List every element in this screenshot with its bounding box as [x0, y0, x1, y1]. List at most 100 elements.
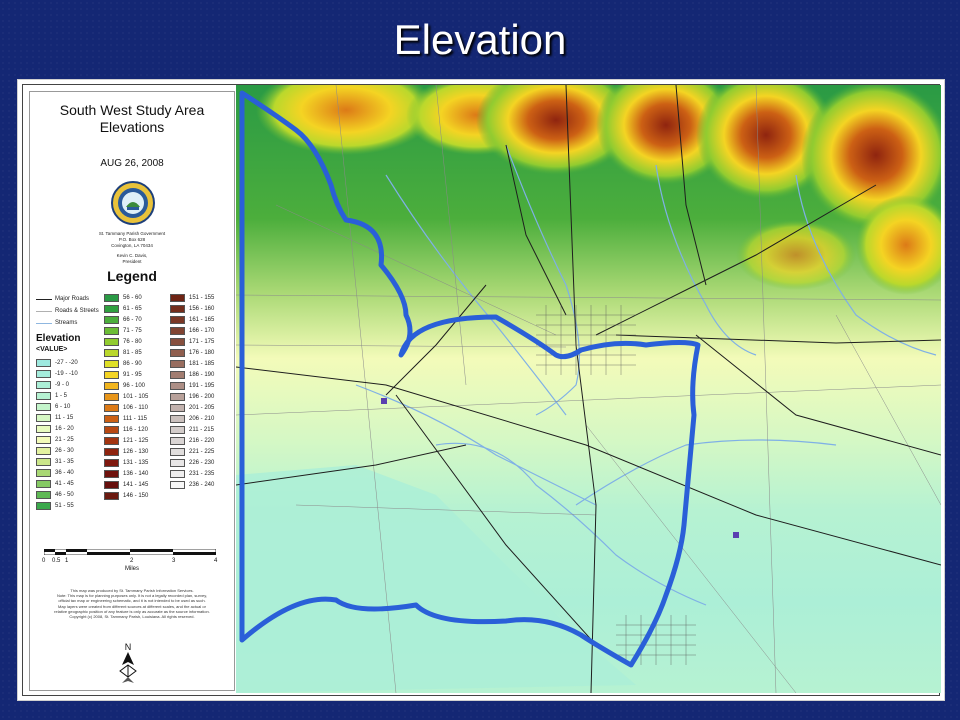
- elevation-class-item: 116 - 120: [104, 424, 148, 435]
- elevation-class-item: 111 - 115: [104, 413, 148, 424]
- elevation-class-label: 221 - 225: [189, 448, 215, 455]
- color-swatch: [170, 381, 185, 390]
- line-legend-label: Roads & Streets: [55, 308, 99, 314]
- elevation-class-label: 211 - 215: [189, 426, 214, 433]
- elevation-class-label: 201 - 205: [189, 404, 215, 411]
- color-swatch: [170, 425, 185, 434]
- disclaimer-line: official tax map or engineering schemati…: [58, 598, 206, 604]
- color-swatch: [104, 480, 119, 489]
- line-symbols-legend: Major Roads Roads & Streets Streams: [36, 293, 99, 329]
- elevation-class-item: 86 - 90: [104, 358, 148, 369]
- elevation-class-label: 16 - 20: [55, 425, 74, 432]
- elevation-class-label: 181 - 185: [189, 360, 215, 367]
- elevation-class-item: 61 - 65: [104, 303, 148, 314]
- elevation-class-item: 141 - 145: [104, 479, 148, 490]
- elevation-class-label: 121 - 125: [123, 437, 149, 444]
- color-swatch: [104, 315, 119, 324]
- elevation-class-item: 76 - 80: [104, 336, 148, 347]
- color-swatch: [170, 359, 185, 368]
- line-legend-item: Roads & Streets: [36, 305, 99, 317]
- color-swatch: [104, 403, 119, 412]
- color-swatch: [104, 304, 119, 313]
- elevation-class-label: 106 - 110: [123, 404, 148, 411]
- color-swatch: [170, 414, 185, 423]
- color-swatch: [36, 468, 51, 477]
- north-arrow-icon: N: [119, 642, 137, 683]
- color-swatch: [36, 457, 51, 466]
- elevation-class-item: 46 - 50: [36, 489, 78, 500]
- color-swatch: [104, 381, 119, 390]
- color-swatch: [104, 359, 119, 368]
- elevation-class-label: 76 - 80: [123, 338, 142, 345]
- elevation-class-label: 91 - 95: [123, 371, 142, 378]
- elevation-class-item: 81 - 85: [104, 347, 148, 358]
- elevation-class-item: 161 - 165: [170, 314, 214, 325]
- color-swatch: [170, 370, 185, 379]
- color-swatch: [36, 380, 51, 389]
- elevation-class-label: -9 - 0: [55, 381, 70, 388]
- color-swatch: [36, 490, 51, 499]
- elevation-class-item: 6 - 10: [36, 401, 78, 412]
- elevation-class-item: 66 - 70: [104, 314, 148, 325]
- elevation-classes-col3: 151 - 155 156 - 160 161 - 165 166 - 170 171 …: [170, 292, 214, 490]
- elevation-class-item: 56 - 60: [104, 292, 148, 303]
- legend-panel: South West Study Area Elevations AUG 26,…: [29, 91, 235, 691]
- elevation-class-label: 141 - 145: [123, 481, 149, 488]
- color-swatch: [104, 436, 119, 445]
- map-title-line1: South West Study Area: [59, 102, 205, 118]
- elevation-class-item: -27 - -20: [36, 357, 78, 368]
- color-swatch: [36, 369, 51, 378]
- elevation-class-label: -19 - -10: [55, 370, 78, 377]
- elevation-class-label: 186 - 190: [189, 371, 215, 378]
- elevation-class-item: 171 - 175: [170, 336, 214, 347]
- elevation-class-item: 126 - 130: [104, 446, 148, 457]
- study-area-boundary: [239, 90, 701, 668]
- interchange-marker: [733, 532, 739, 538]
- elevation-class-label: 86 - 90: [123, 360, 142, 367]
- elevation-class-label: 131 - 135: [123, 459, 149, 466]
- color-swatch: [170, 480, 185, 489]
- scale-tick-label: 1: [65, 558, 69, 564]
- elevation-class-item: 101 - 105: [104, 391, 148, 402]
- map-title-line2: Elevations: [99, 119, 165, 135]
- elevation-class-label: 71 - 75: [123, 327, 142, 334]
- elevation-class-label: 151 - 155: [189, 294, 215, 301]
- color-swatch: [104, 337, 119, 346]
- elevation-class-item: 201 - 205: [170, 402, 214, 413]
- elevation-class-item: 36 - 40: [36, 467, 78, 478]
- elevation-class-item: 206 - 210: [170, 413, 214, 424]
- color-swatch: [170, 469, 185, 478]
- elevation-class-item: 166 - 170: [170, 325, 214, 336]
- elevation-class-label: 156 - 160: [189, 305, 215, 312]
- color-swatch: [170, 293, 185, 302]
- disclaimer-line: relative geographic position of any feat…: [54, 608, 210, 614]
- color-swatch: [170, 337, 185, 346]
- elevation-class-item: 16 - 20: [36, 423, 78, 434]
- map-frame: South West Study Area Elevations AUG 26,…: [17, 79, 945, 701]
- scale-tick-label: 4: [214, 558, 218, 564]
- elevation-class-label: 41 - 45: [55, 480, 74, 487]
- address-line: Kevin C. Davis,: [116, 253, 148, 258]
- color-swatch: [104, 414, 119, 423]
- elevation-heading: Elevation: [36, 333, 81, 344]
- color-swatch: [36, 402, 51, 411]
- elevation-class-label: 166 - 170: [189, 327, 215, 334]
- disclaimer: This map was produced by St. Tammany Par…: [40, 588, 224, 619]
- elevation-classes-col2: 56 - 60 61 - 65 66 - 70 71 - 75 76 - 80 81 - …: [104, 292, 148, 501]
- color-swatch: [36, 413, 51, 422]
- line-symbol: [36, 298, 52, 300]
- disclaimer-line: This map was produced by St. Tammany Par…: [70, 588, 194, 593]
- color-swatch: [170, 315, 185, 324]
- elevation-class-item: 146 - 150: [104, 490, 148, 501]
- elevation-class-label: 26 - 30: [55, 447, 74, 454]
- color-swatch: [104, 491, 119, 500]
- elevation-class-label: 66 - 70: [123, 316, 142, 323]
- elevation-class-item: 231 - 235: [170, 468, 214, 479]
- elevation-class-label: 1 - 5: [55, 392, 68, 399]
- elevation-class-label: 21 - 25: [55, 436, 74, 443]
- color-swatch: [36, 424, 51, 433]
- elevation-class-label: 171 - 175: [189, 338, 215, 345]
- color-swatch: [104, 293, 119, 302]
- elevation-classes-col1: -27 - -20 -19 - -10 -9 - 0 1 - 5 6 - 10 11 - …: [36, 357, 78, 511]
- color-swatch: [36, 391, 51, 400]
